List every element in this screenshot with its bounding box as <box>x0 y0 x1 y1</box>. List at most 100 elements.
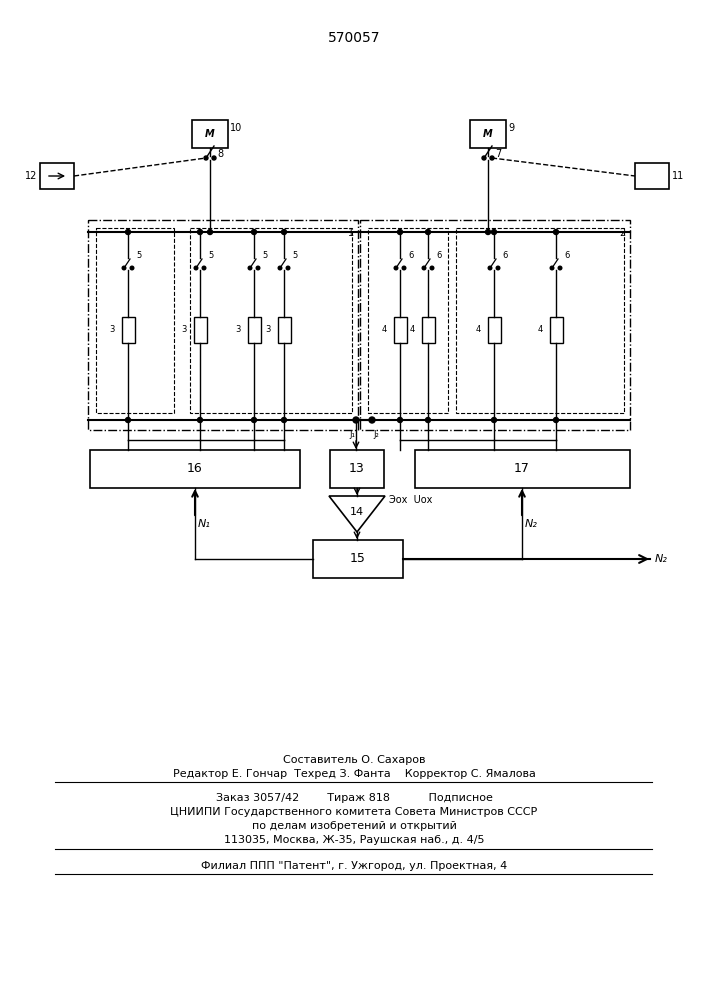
Text: 1: 1 <box>348 228 354 238</box>
Text: 16: 16 <box>187 462 203 476</box>
Text: N₁: N₁ <box>198 519 211 529</box>
Text: 4: 4 <box>475 326 481 334</box>
Circle shape <box>286 266 290 270</box>
Bar <box>278 317 291 343</box>
Circle shape <box>491 418 496 422</box>
Text: J₂: J₂ <box>373 430 379 439</box>
Bar <box>550 317 563 343</box>
Bar <box>40 163 74 189</box>
Bar <box>368 228 448 413</box>
Text: 3: 3 <box>265 326 271 334</box>
Circle shape <box>402 266 406 270</box>
Text: Редактор Е. Гончар  Техред З. Фанта    Корректор С. Ямалова: Редактор Е. Гончар Техред З. Фанта Корре… <box>173 769 535 779</box>
Text: 5: 5 <box>262 251 267 260</box>
Circle shape <box>252 230 257 234</box>
Text: 10: 10 <box>230 123 243 133</box>
Bar <box>422 317 435 343</box>
Bar <box>194 317 207 343</box>
Circle shape <box>202 266 206 270</box>
Text: 12: 12 <box>25 171 37 181</box>
Circle shape <box>207 230 213 234</box>
Bar <box>470 120 506 148</box>
Circle shape <box>281 230 286 234</box>
Bar <box>635 163 669 189</box>
Circle shape <box>126 418 131 422</box>
Circle shape <box>491 230 496 234</box>
Circle shape <box>212 156 216 160</box>
Bar <box>488 317 501 343</box>
Circle shape <box>554 230 559 234</box>
Bar <box>456 228 624 413</box>
Circle shape <box>194 266 198 270</box>
Circle shape <box>422 266 426 270</box>
Circle shape <box>248 266 252 270</box>
Text: 7: 7 <box>495 149 501 159</box>
Circle shape <box>496 266 500 270</box>
Circle shape <box>197 418 202 422</box>
Polygon shape <box>329 496 385 532</box>
Text: 5: 5 <box>292 251 297 260</box>
Bar <box>96 228 174 413</box>
Text: 113035, Москва, Ж-35, Раушская наб., д. 4/5: 113035, Москва, Ж-35, Раушская наб., д. … <box>223 835 484 845</box>
Circle shape <box>130 266 134 270</box>
Text: 13: 13 <box>349 462 365 476</box>
Circle shape <box>353 417 359 423</box>
Text: J₁: J₁ <box>349 430 355 439</box>
Circle shape <box>486 230 491 234</box>
Bar <box>248 317 261 343</box>
Circle shape <box>482 156 486 160</box>
Bar <box>90 450 300 488</box>
Text: 2: 2 <box>620 228 626 238</box>
Text: 17: 17 <box>514 462 530 476</box>
Circle shape <box>252 418 257 422</box>
Text: 570057: 570057 <box>328 31 380 45</box>
Circle shape <box>559 266 562 270</box>
Text: 4: 4 <box>537 326 543 334</box>
Circle shape <box>397 418 402 422</box>
Circle shape <box>204 156 208 160</box>
Circle shape <box>278 266 282 270</box>
Text: ЦНИИПИ Государственного комитета Совета Министров СССР: ЦНИИПИ Государственного комитета Совета … <box>170 807 537 817</box>
Text: Составитель О. Сахаров: Составитель О. Сахаров <box>283 755 425 765</box>
Text: 8: 8 <box>217 149 223 159</box>
Bar <box>415 450 630 488</box>
Text: 6: 6 <box>436 251 441 260</box>
Text: 4: 4 <box>409 326 414 334</box>
Bar <box>192 120 228 148</box>
Circle shape <box>554 418 559 422</box>
Circle shape <box>489 266 492 270</box>
Circle shape <box>426 418 431 422</box>
Text: 5: 5 <box>136 251 141 260</box>
Text: 5: 5 <box>208 251 214 260</box>
Circle shape <box>256 266 259 270</box>
Circle shape <box>550 266 554 270</box>
Text: 6: 6 <box>564 251 569 260</box>
Bar <box>360 220 630 430</box>
Text: 3: 3 <box>235 326 240 334</box>
Text: 11: 11 <box>672 171 684 181</box>
Circle shape <box>426 230 431 234</box>
Circle shape <box>197 230 202 234</box>
Circle shape <box>395 266 398 270</box>
Circle shape <box>490 156 494 160</box>
Circle shape <box>126 230 131 234</box>
Text: Филиал ППП "Патент", г. Ужгород, ул. Проектная, 4: Филиал ППП "Патент", г. Ужгород, ул. Про… <box>201 861 507 871</box>
Circle shape <box>430 266 434 270</box>
Bar <box>330 450 384 488</box>
Bar <box>313 540 403 578</box>
Bar <box>88 220 358 430</box>
Text: M: M <box>483 129 493 139</box>
Text: 3: 3 <box>110 326 115 334</box>
Text: 6: 6 <box>502 251 508 260</box>
Text: M: M <box>205 129 215 139</box>
Text: N₂: N₂ <box>525 519 538 529</box>
Circle shape <box>122 266 126 270</box>
Circle shape <box>369 417 375 423</box>
Text: N₂: N₂ <box>655 554 668 564</box>
Text: 9: 9 <box>508 123 514 133</box>
Text: по делам изобретений и открытий: по делам изобретений и открытий <box>252 821 457 831</box>
Bar <box>190 228 352 413</box>
Text: 15: 15 <box>350 552 366 566</box>
Bar <box>394 317 407 343</box>
Text: 3: 3 <box>181 326 187 334</box>
